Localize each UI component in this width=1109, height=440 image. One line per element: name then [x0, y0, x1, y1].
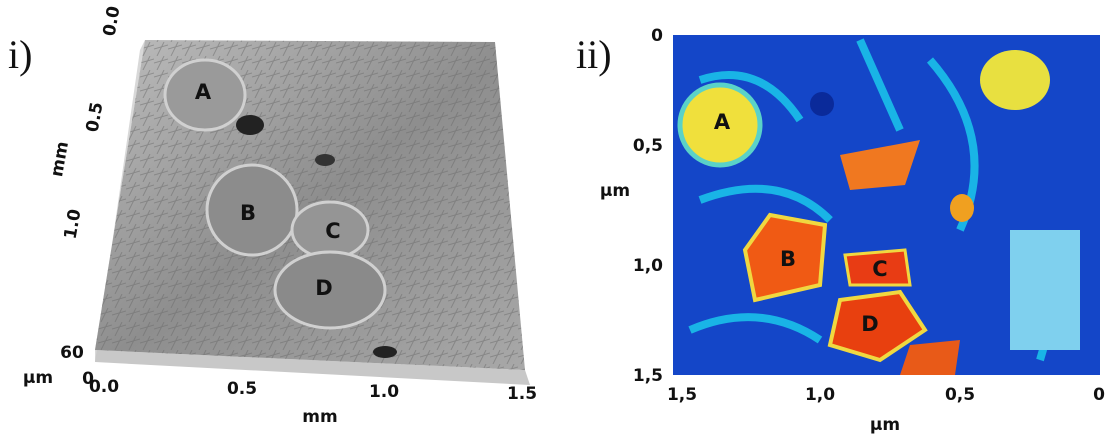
panel-label: ii): [576, 32, 612, 77]
x-tick-label: 1.0: [369, 382, 399, 402]
region-label: D: [861, 312, 878, 336]
color-map: [673, 35, 1100, 375]
y-tick-label: 0: [651, 26, 663, 46]
x-axis-label: µm: [870, 415, 900, 435]
region-label: A: [195, 80, 212, 104]
x-tick-label: 0.0: [89, 377, 119, 397]
region-label: C: [325, 219, 340, 243]
region-label: A: [714, 110, 731, 134]
panel-label: i): [8, 32, 32, 77]
region-label: C: [872, 257, 887, 281]
pore: [810, 92, 834, 116]
surface-3d: [95, 40, 530, 385]
y-tick-label: 1,5: [633, 366, 663, 386]
region-label: B: [780, 247, 796, 271]
y-axis-label: µm: [600, 181, 630, 201]
x-tick-label: 1.5: [507, 384, 537, 404]
pore: [373, 346, 397, 358]
pore: [236, 115, 264, 135]
region-label: B: [240, 201, 256, 225]
y-tick-label: 1.0: [61, 207, 86, 240]
pore: [315, 154, 335, 166]
grain: [950, 194, 974, 222]
x-tick-label: 0,5: [945, 385, 975, 405]
grain: [980, 50, 1050, 110]
y-tick-label: 1,0: [633, 256, 663, 276]
z-tick-label: 60: [60, 343, 84, 363]
y-tick-label: 0.0: [100, 4, 125, 37]
region-label: D: [315, 276, 332, 300]
x-tick-label: 0: [1093, 385, 1105, 405]
figure: i) 0.0 0.5 1.0 mm 60 0 µm 0.0 0.5 1.0 1.…: [0, 0, 1109, 436]
y-tick-label: 0.5: [83, 101, 108, 134]
y-axis-label: mm: [47, 140, 73, 178]
x-axis-label: mm: [302, 407, 337, 427]
x-tick-label: 0.5: [227, 379, 257, 399]
x-tick-label: 1,0: [805, 385, 835, 405]
y-tick-label: 0,5: [633, 136, 663, 156]
x-tick-label: 1,5: [667, 385, 697, 405]
z-axis-label: µm: [23, 368, 53, 388]
bright-area: [1010, 230, 1080, 350]
